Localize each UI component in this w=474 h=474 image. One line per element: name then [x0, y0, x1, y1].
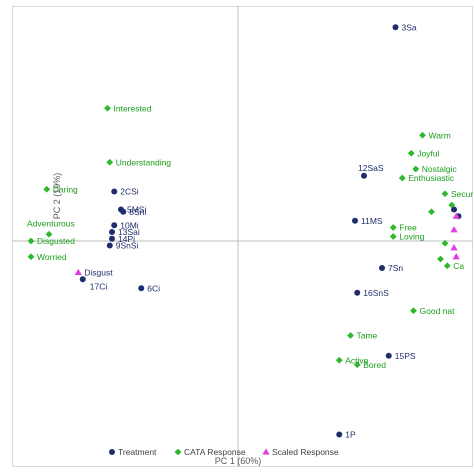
cata-label-bored: Bored [363, 360, 386, 370]
plot-area-border [12, 6, 473, 467]
treatment-label-8sni: 8Sni [129, 207, 146, 217]
cata-point-warm [419, 131, 426, 139]
treatment-label-11ms: 11MS [361, 216, 383, 226]
legend-marker-scaled [262, 448, 270, 455]
legend-marker-treatment [109, 449, 115, 455]
treatment-point-15ps [385, 352, 392, 359]
y-axis-title: PC 2 (19%) [52, 173, 62, 220]
treatment-point-1p [336, 431, 343, 438]
cata-label-adventurous: Adventurous [27, 218, 75, 228]
cata-point-12 [428, 208, 435, 216]
cata-label-interested: Interested [114, 103, 152, 113]
cata-point-daring [43, 185, 51, 193]
legend: Treatment CATA Response Scaled Response [109, 447, 339, 457]
cata-label-understanding: Understanding [116, 157, 172, 167]
cata-point-free [389, 224, 397, 231]
cata-point-bored [353, 361, 361, 369]
scaled-point-2 [450, 225, 458, 233]
cata-point-joyful [407, 149, 415, 157]
cata-label-joyful: Joyful [417, 148, 439, 158]
treatment-point-3sa [392, 24, 399, 31]
treatment-label-9snsi: 9SnSi [116, 241, 139, 251]
cata-label-active: Active [345, 355, 368, 365]
scaled-point-disgust [74, 268, 82, 276]
cata-point-secur [441, 190, 449, 198]
cata-point-worried [27, 253, 35, 261]
cata-label-worried: Worried [37, 252, 67, 262]
treatment-point-10mi [111, 222, 118, 229]
cata-point-enthusiastic [398, 174, 406, 182]
cata-point-tame [347, 332, 354, 339]
cata-point-15 [441, 239, 449, 247]
treatment-label-5msi: 5MSi [127, 205, 146, 215]
treatment-label-2csi: 2CSi [120, 187, 139, 197]
cata-point-disgusted [27, 237, 35, 245]
cata-label-free: Free [399, 223, 417, 233]
cata-label-nostalgic: Nostalgic [422, 164, 458, 174]
treatment-label-7sn: 7Sn [388, 263, 403, 273]
treatment-label-12sas: 12SaS [358, 163, 384, 173]
cata-label-enthusiastic: Enthusiastic [408, 173, 455, 183]
legend-label-scaled: Scaled Response [272, 447, 339, 457]
data-marks [27, 24, 462, 438]
cata-point-good-nat [410, 307, 417, 315]
scaled-point-3 [450, 243, 458, 251]
treatment-label-17ci: 17Ci [90, 281, 108, 291]
treatment-label-6ci: 6Ci [147, 283, 160, 293]
cata-point-loving [389, 233, 397, 240]
cata-label-tame: Tame [357, 331, 378, 341]
scaled-point-4 [452, 252, 460, 260]
cata-point-adventurous [45, 230, 53, 238]
cata-point-11 [448, 201, 456, 209]
treatment-point-11ms [352, 217, 358, 224]
treatment-label-1p: 1P [345, 430, 356, 440]
legend-label-cata: CATA Response [184, 447, 246, 457]
scaled-point-1 [452, 212, 460, 219]
scaled-label-disgust: Disgust [84, 268, 113, 278]
treatment-label-15ps: 15PS [395, 351, 416, 361]
treatment-point-13sai [109, 229, 115, 235]
cata-label-warm: Warm [429, 130, 451, 140]
legend-marker-cata [174, 448, 182, 456]
treatment-point-9snsi [106, 242, 113, 249]
treatment-point-2csi [111, 188, 118, 195]
cata-label-disgusted: Disgusted [37, 236, 75, 246]
cata-label-secur: Secur [451, 189, 473, 199]
cata-point-ca [443, 262, 451, 270]
treatment-point-16sns [354, 289, 361, 296]
legend-label-treatment: Treatment [118, 447, 157, 457]
treatment-point-17ci [79, 276, 86, 283]
cata-point-active [335, 356, 343, 364]
cata-point-understanding [106, 158, 114, 166]
treatment-point-12sas [361, 172, 367, 179]
cata-label-daring: Daring [53, 184, 78, 194]
treatment-point-6ci [138, 285, 145, 292]
treatment-point-8sni [120, 208, 127, 215]
x-axis-title: PC 1 (60%) [215, 456, 262, 466]
treatment-label-10mi: 10Mi [120, 220, 139, 230]
cata-point-interested [104, 104, 111, 112]
treatment-label-14pi: 14Pi [118, 234, 135, 244]
cata-point-16 [437, 255, 444, 263]
cata-label-loving: Loving [399, 232, 424, 242]
treatment-point-14pi [109, 235, 115, 242]
treatment-label-13sai: 13Sai [118, 227, 140, 237]
treatment-point-16 [451, 206, 457, 213]
cata-point-nostalgic [412, 165, 420, 173]
treatment-point-7sn [379, 265, 385, 271]
cata-label-ca: Ca [453, 261, 464, 271]
cata-label-good-nat: Good nat [420, 306, 456, 316]
treatment-label-16sns: 16SnS [363, 288, 389, 298]
treatment-label-3sa: 3Sa [402, 22, 417, 32]
